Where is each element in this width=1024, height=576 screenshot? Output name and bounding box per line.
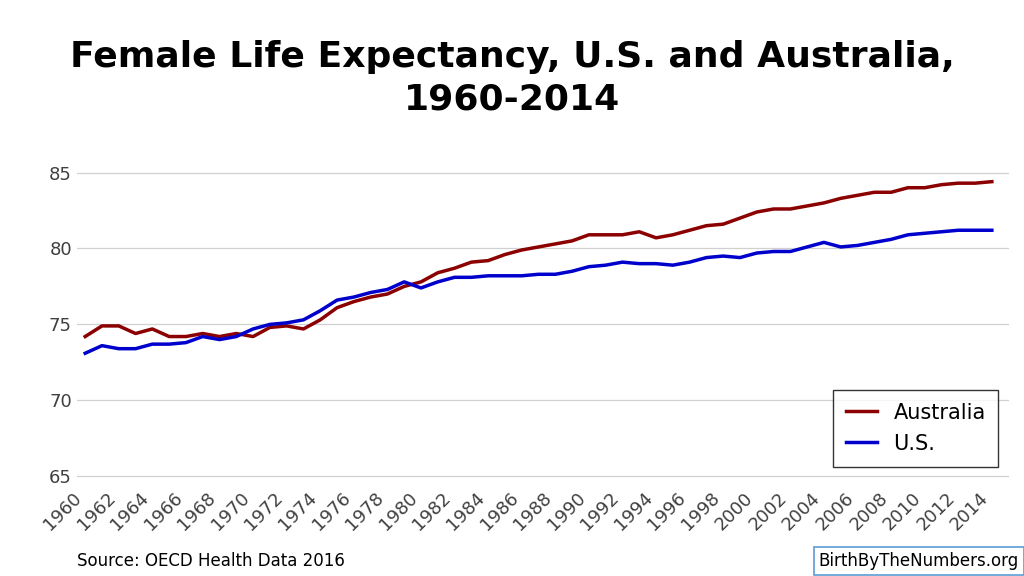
Text: Source: OECD Health Data 2016: Source: OECD Health Data 2016 <box>77 552 345 570</box>
Australia <box>885 189 897 196</box>
Australia <box>79 333 91 340</box>
Text: BirthByTheNumbers.org: BirthByTheNumbers.org <box>818 552 1019 570</box>
U.S. <box>415 285 427 291</box>
U.S. <box>969 227 981 234</box>
U.S. <box>885 236 897 243</box>
Text: Female Life Expectancy, U.S. and Australia,
1960-2014: Female Life Expectancy, U.S. and Austral… <box>70 40 954 116</box>
Australia <box>297 325 309 332</box>
U.S. <box>247 325 259 332</box>
Australia <box>986 178 998 185</box>
U.S. <box>180 339 193 346</box>
Line: U.S.: U.S. <box>85 230 992 353</box>
Australia <box>969 180 981 187</box>
U.S. <box>297 316 309 323</box>
U.S. <box>79 350 91 357</box>
Line: Australia: Australia <box>85 181 992 336</box>
Australia <box>180 333 193 340</box>
U.S. <box>952 227 965 234</box>
U.S. <box>986 227 998 234</box>
Australia <box>247 333 259 340</box>
Legend: Australia, U.S.: Australia, U.S. <box>834 391 998 467</box>
Australia <box>415 278 427 285</box>
